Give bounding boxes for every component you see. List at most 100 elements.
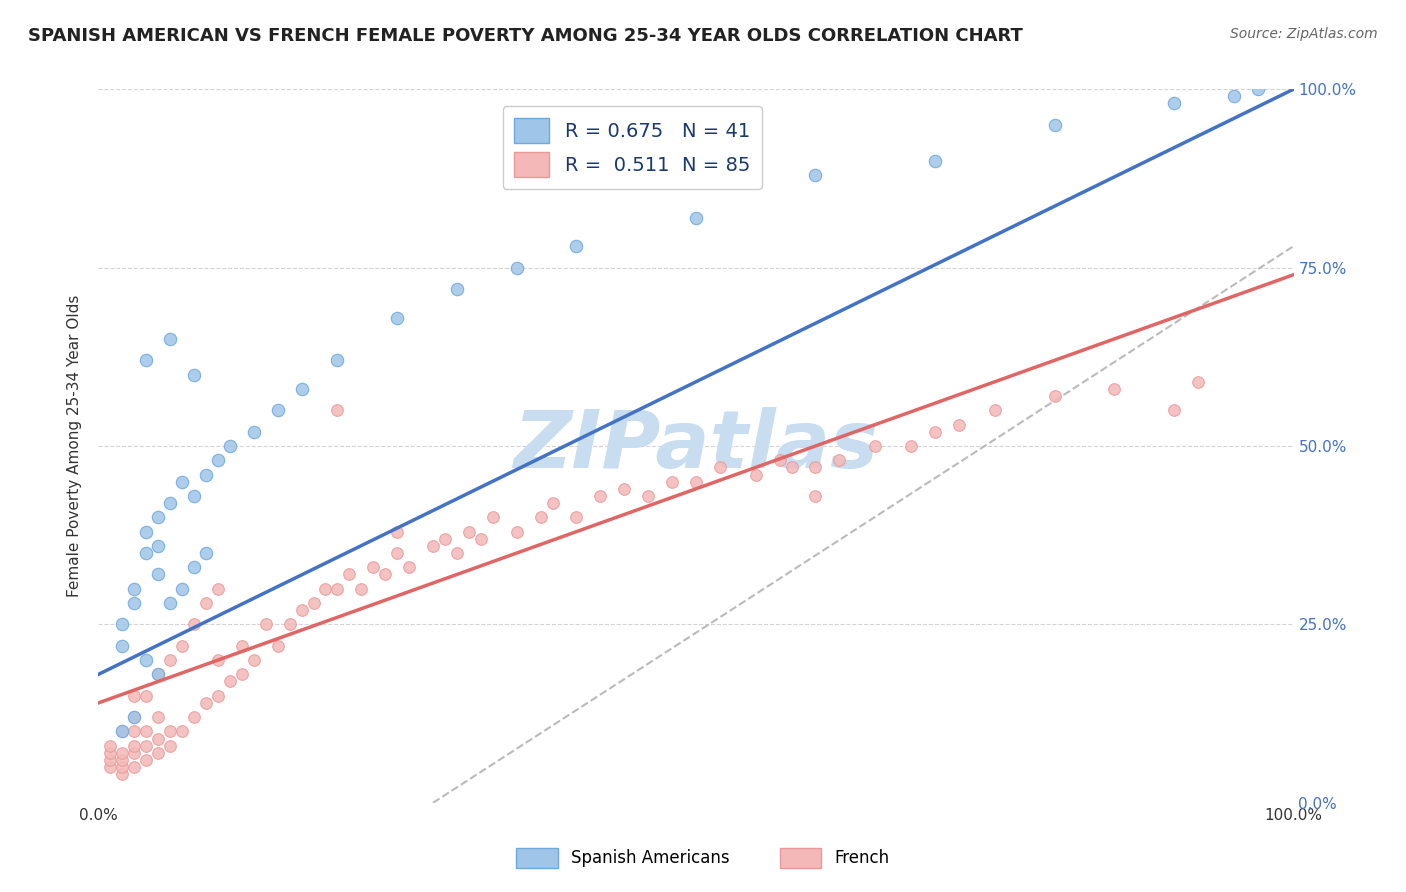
Point — [506, 524, 529, 539]
Point — [541, 496, 564, 510]
Point — [159, 332, 181, 346]
Point — [194, 696, 218, 710]
Point — [98, 753, 122, 767]
Point — [98, 739, 122, 753]
Point — [194, 546, 218, 560]
Point — [529, 510, 551, 524]
Y-axis label: Female Poverty Among 25-34 Year Olds: Female Poverty Among 25-34 Year Olds — [67, 295, 83, 597]
Legend: Spanish Americans, French: Spanish Americans, French — [509, 841, 897, 875]
Point — [398, 560, 420, 574]
Point — [804, 460, 827, 475]
Point — [111, 767, 134, 781]
Point — [183, 617, 205, 632]
Point — [1222, 89, 1246, 103]
Point — [159, 596, 181, 610]
Text: ZIPatlas: ZIPatlas — [513, 407, 879, 485]
Point — [111, 724, 134, 739]
Point — [124, 724, 146, 739]
Point — [924, 153, 946, 168]
Point — [124, 596, 146, 610]
Legend: R = 0.675   N = 41, R =  0.511  N = 85: R = 0.675 N = 41, R = 0.511 N = 85 — [502, 106, 762, 189]
Text: SPANISH AMERICAN VS FRENCH FEMALE POVERTY AMONG 25-34 YEAR OLDS CORRELATION CHAR: SPANISH AMERICAN VS FRENCH FEMALE POVERT… — [28, 27, 1024, 45]
Point — [111, 617, 134, 632]
Point — [828, 453, 851, 467]
Point — [804, 489, 827, 503]
Point — [183, 710, 205, 724]
Point — [243, 425, 266, 439]
Point — [135, 546, 157, 560]
Point — [183, 560, 205, 574]
Point — [326, 403, 349, 417]
Point — [135, 353, 157, 368]
Point — [207, 453, 229, 467]
Point — [709, 460, 731, 475]
Point — [685, 475, 707, 489]
Point — [219, 674, 242, 689]
Point — [1163, 403, 1185, 417]
Point — [984, 403, 1007, 417]
Point — [350, 582, 373, 596]
Point — [194, 467, 218, 482]
Point — [302, 596, 325, 610]
Point — [98, 760, 122, 774]
Point — [1043, 118, 1066, 132]
Point — [291, 382, 314, 396]
Point — [111, 746, 134, 760]
Point — [637, 489, 659, 503]
Point — [385, 310, 409, 325]
Point — [124, 710, 146, 724]
Point — [374, 567, 396, 582]
Point — [194, 596, 218, 610]
Point — [768, 453, 790, 467]
Point — [172, 475, 194, 489]
Point — [135, 524, 157, 539]
Point — [254, 617, 277, 632]
Point — [183, 489, 205, 503]
Point — [124, 760, 146, 774]
Point — [385, 524, 409, 539]
Point — [231, 639, 253, 653]
Point — [124, 710, 146, 724]
Point — [111, 753, 134, 767]
Point — [267, 639, 290, 653]
Point — [111, 760, 134, 774]
Point — [124, 746, 146, 760]
Point — [148, 539, 170, 553]
Point — [148, 746, 170, 760]
Point — [326, 353, 349, 368]
Point — [339, 567, 360, 582]
Point — [900, 439, 922, 453]
Point — [326, 582, 349, 596]
Point — [159, 496, 181, 510]
Point — [98, 746, 122, 760]
Point — [135, 753, 157, 767]
Point — [148, 731, 170, 746]
Point — [159, 653, 181, 667]
Point — [159, 724, 181, 739]
Point — [948, 417, 970, 432]
Point — [433, 532, 456, 546]
Point — [446, 546, 468, 560]
Point — [589, 489, 612, 503]
Point — [613, 482, 636, 496]
Point — [1102, 382, 1125, 396]
Point — [219, 439, 242, 453]
Point — [565, 510, 588, 524]
Point — [315, 582, 337, 596]
Point — [148, 510, 170, 524]
Point — [159, 739, 181, 753]
Point — [745, 467, 768, 482]
Point — [267, 403, 290, 417]
Point — [661, 475, 683, 489]
Point — [422, 539, 444, 553]
Point — [278, 617, 301, 632]
Point — [172, 582, 194, 596]
Point — [124, 582, 146, 596]
Point — [124, 739, 146, 753]
Point — [183, 368, 205, 382]
Point — [135, 739, 157, 753]
Point — [458, 524, 481, 539]
Point — [685, 211, 707, 225]
Point — [1246, 82, 1268, 96]
Point — [863, 439, 887, 453]
